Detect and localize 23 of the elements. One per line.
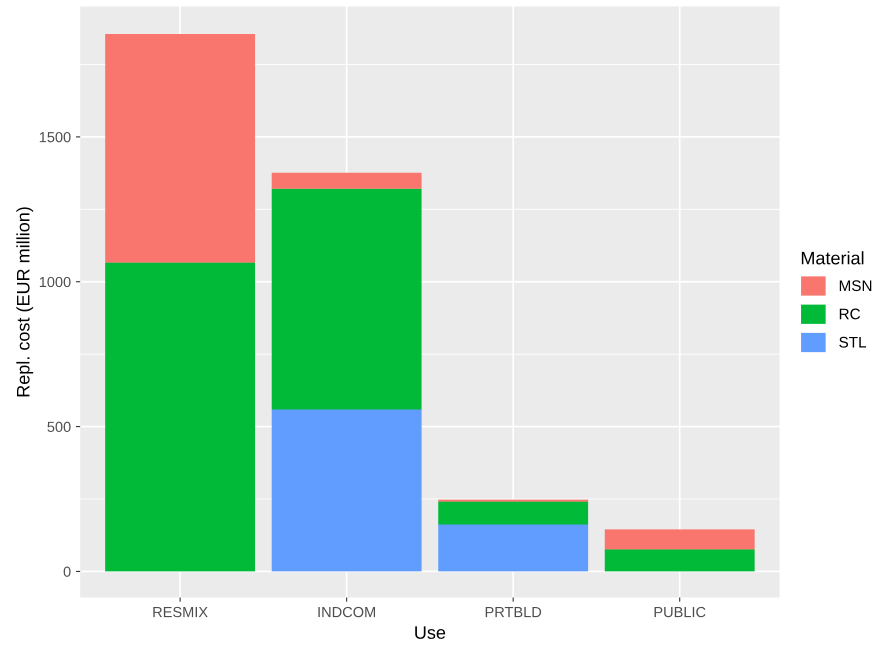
x-tick-label: INDCOM <box>318 606 376 618</box>
x-axis-title: Use <box>415 626 446 639</box>
legend-label: MSN <box>840 280 872 292</box>
bar <box>604 549 755 572</box>
bar <box>438 502 588 524</box>
bar <box>272 409 422 572</box>
x-tick-label: PUBLIC <box>654 606 706 618</box>
x-tick-label: RESMIX <box>153 606 208 618</box>
x-tick-label: PRTBLD <box>486 607 542 618</box>
bar <box>272 188 422 410</box>
y-tick-label: 1500 <box>40 132 71 142</box>
bar <box>105 34 256 263</box>
y-tick-label: 0 <box>64 566 71 577</box>
legend-title: Material <box>802 251 864 264</box>
bar <box>438 524 588 572</box>
bar <box>272 172 422 189</box>
bar <box>105 262 256 572</box>
y-tick-label: 1000 <box>40 276 71 288</box>
legend-label: STL <box>839 336 866 348</box>
bar <box>604 529 755 550</box>
legend-label: RC <box>840 308 860 320</box>
y-axis-title: Repl. cost (EUR million) <box>16 207 34 396</box>
y-tick-label: 500 <box>47 422 71 432</box>
